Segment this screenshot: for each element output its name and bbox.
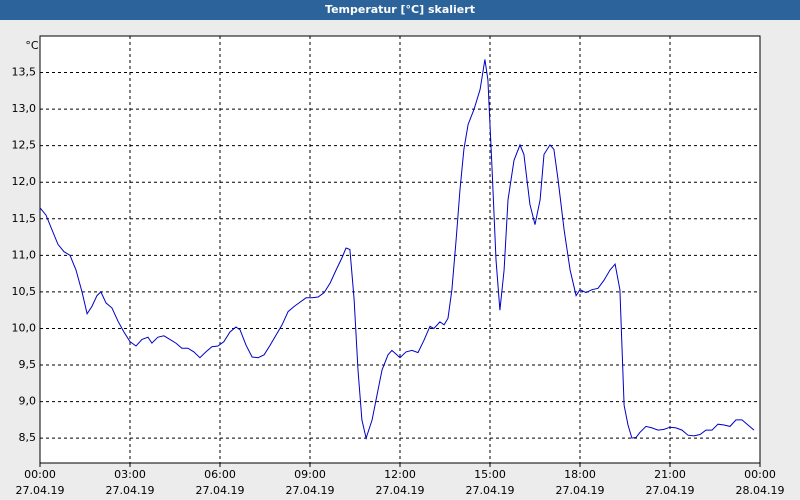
- x-tick-label: 09:00: [294, 468, 326, 481]
- y-tick-label: 12,0: [12, 175, 37, 188]
- x-tick-label: 18:00: [564, 468, 596, 481]
- y-tick-label: 9,5: [19, 358, 37, 371]
- x-tick-label: 15:00: [474, 468, 506, 481]
- y-tick-label: 9,0: [19, 395, 37, 408]
- y-tick-label: 13,5: [12, 66, 37, 79]
- x-tick-date: 27.04.19: [376, 484, 425, 497]
- x-tick-date: 27.04.19: [16, 484, 65, 497]
- x-tick-date: 27.04.19: [646, 484, 695, 497]
- x-tick-date: 27.04.19: [286, 484, 335, 497]
- y-tick-label: 10,5: [12, 285, 37, 298]
- x-tick-label: 21:00: [654, 468, 686, 481]
- x-tick-label: 00:00: [744, 468, 776, 481]
- y-tick-label: 11,0: [12, 248, 37, 261]
- data-line: [39, 59, 755, 440]
- x-tick-label: 03:00: [114, 468, 146, 481]
- x-tick-date: 27.04.19: [196, 484, 245, 497]
- title-bar: [0, 0, 800, 20]
- y-tick-label: 8,5: [19, 431, 37, 444]
- y-tick-label: 11,5: [12, 212, 37, 225]
- x-tick-label: 06:00: [204, 468, 236, 481]
- x-tick-date: 27.04.19: [556, 484, 605, 497]
- x-tick-label: 12:00: [384, 468, 416, 481]
- y-tick-label: 13,0: [12, 102, 37, 115]
- y-tick-label: 12,5: [12, 139, 37, 152]
- y-tick-label: 10,0: [12, 321, 37, 334]
- x-tick-date: 27.04.19: [466, 484, 515, 497]
- chart-title: Temperatur [°C] skaliert: [325, 3, 475, 16]
- x-tick-date: 27.04.19: [106, 484, 155, 497]
- x-tick-date: 28.04.19: [736, 484, 785, 497]
- x-tick-label: 00:00: [24, 468, 56, 481]
- y-axis-label: °C: [25, 39, 39, 52]
